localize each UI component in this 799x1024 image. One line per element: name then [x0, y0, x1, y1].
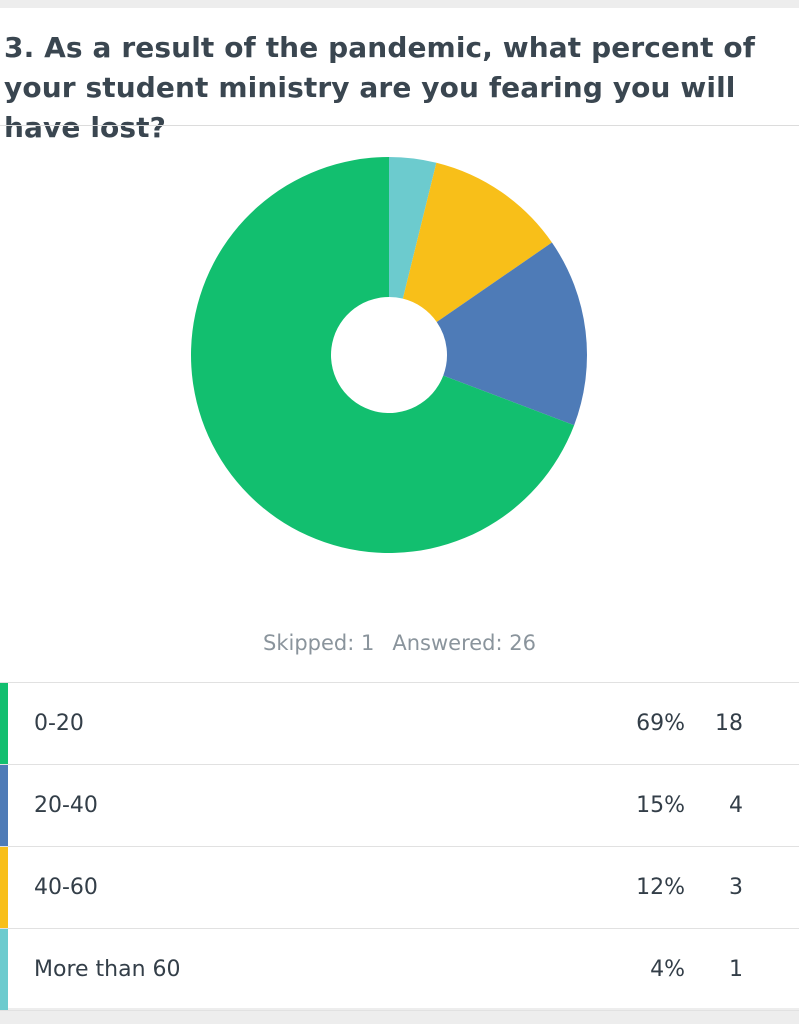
donut-slice-more-than-60	[389, 157, 437, 299]
donut-slice-0-20	[190, 157, 575, 553]
color-swatch	[0, 683, 8, 764]
skipped-count: Skipped: 1	[263, 631, 375, 655]
answer-table: 0-20 69% 18 20-40 15% 4 40-60 12% 3 More…	[0, 682, 799, 1011]
donut-slice-40-60	[402, 162, 552, 323]
donut-slice-20-40	[436, 242, 587, 426]
answer-count: 1	[729, 957, 743, 982]
divider	[0, 125, 799, 126]
answer-label: 40-60	[34, 875, 98, 900]
answer-percent: 12%	[636, 875, 685, 900]
answered-count: Answered: 26	[392, 631, 536, 655]
answer-label: More than 60	[34, 957, 181, 982]
answer-label: 20-40	[34, 793, 98, 818]
answer-row: 20-40 15% 4	[0, 764, 799, 846]
question-title: 3. As a result of the pandemic, what per…	[4, 31, 756, 144]
answer-row: 0-20 69% 18	[0, 682, 799, 764]
answer-row: 40-60 12% 3	[0, 846, 799, 928]
color-swatch	[0, 929, 8, 1010]
answer-count: 3	[729, 875, 743, 900]
answer-percent: 69%	[636, 711, 685, 736]
answer-row: More than 60 4% 1	[0, 928, 799, 1011]
color-swatch	[0, 847, 8, 928]
color-swatch	[0, 765, 8, 846]
answer-percent: 4%	[650, 957, 685, 982]
donut-chart	[190, 157, 587, 553]
answer-count: 4	[729, 793, 743, 818]
answer-label: 0-20	[34, 711, 84, 736]
answer-percent: 15%	[636, 793, 685, 818]
response-stats: Skipped: 1 Answered: 26	[0, 631, 799, 655]
answer-count: 18	[715, 711, 743, 736]
question-card: 3. As a result of the pandemic, what per…	[0, 8, 799, 1011]
